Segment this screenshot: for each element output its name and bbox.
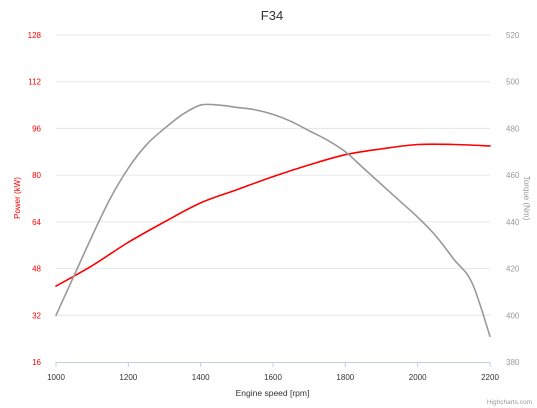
right-axis-ticks: 380 400 420 440 460 480 500 520 (506, 31, 520, 367)
left-axis-ticks: 16 32 48 64 80 96 112 128 (28, 31, 42, 367)
left-tick-label: 80 (32, 171, 41, 180)
right-tick-label: 400 (506, 311, 520, 320)
x-axis: 1000 1200 1400 1600 1800 2000 2200 (47, 362, 499, 382)
left-tick-label: 64 (32, 218, 41, 227)
left-tick-label: 48 (32, 265, 41, 274)
x-tick-label: 2200 (481, 373, 499, 382)
x-tick-label: 1600 (264, 373, 282, 382)
right-tick-label: 480 (506, 124, 520, 133)
torque-series-line[interactable] (55, 103, 491, 338)
left-tick-label: 32 (32, 311, 41, 320)
right-tick-label: 420 (506, 265, 520, 274)
x-tick-label: 1200 (119, 373, 137, 382)
power-series-line[interactable] (55, 143, 491, 287)
x-tick-label: 1000 (47, 373, 65, 382)
left-axis-title: Power (kW) (13, 177, 22, 219)
left-tick-label: 112 (28, 78, 41, 87)
x-tick-label: 2000 (409, 373, 427, 382)
right-tick-label: 460 (506, 171, 520, 180)
gridlines (56, 34, 490, 316)
right-tick-label: 440 (506, 218, 520, 227)
right-tick-label: 380 (506, 358, 520, 367)
left-tick-label: 128 (28, 31, 42, 40)
x-tick-label: 1800 (336, 373, 354, 382)
series-group (55, 103, 491, 338)
right-axis-title: Torque (Nm) (522, 176, 531, 221)
left-tick-label: 96 (32, 124, 41, 133)
credits-link[interactable]: Highcharts.com (487, 399, 532, 406)
right-tick-label: 500 (506, 78, 520, 87)
x-tick-label: 1400 (192, 373, 210, 382)
left-tick-label: 16 (32, 358, 41, 367)
chart-title: F34 (261, 8, 283, 23)
x-axis-title: Engine speed [rpm] (236, 388, 310, 398)
right-tick-label: 520 (506, 31, 520, 40)
